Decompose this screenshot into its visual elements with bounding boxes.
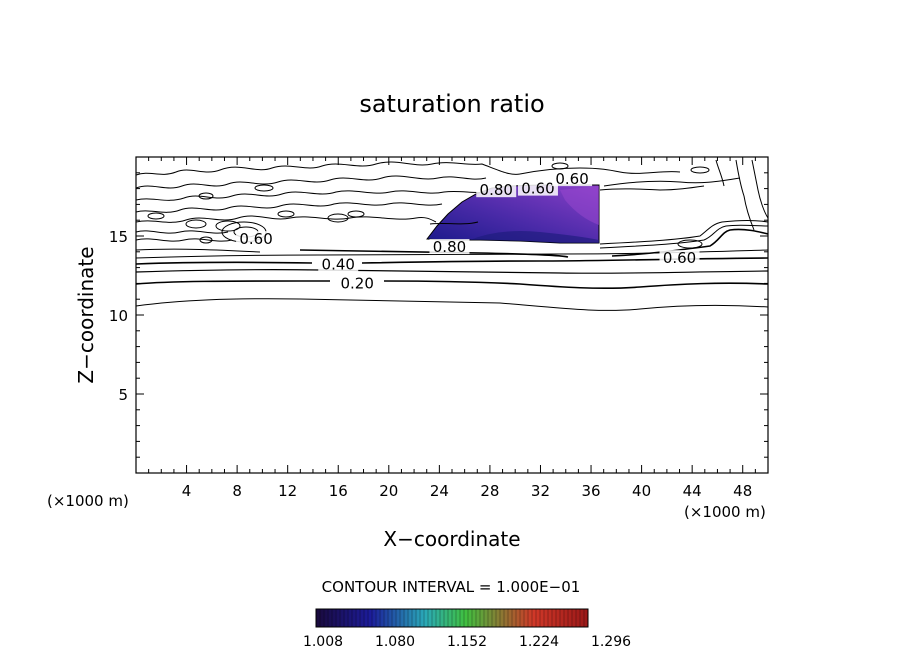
contour-label-bg <box>236 231 277 247</box>
axis-ticks <box>136 157 768 473</box>
x-axis-label: X−coordinate <box>383 527 520 551</box>
colorbar-stripes <box>319 609 585 627</box>
y-tick-label: 15 <box>109 228 128 246</box>
x-tick-label: 28 <box>480 482 499 500</box>
y-unit-label: (×1000 m) <box>47 492 129 510</box>
colorbar-label: 1.080 <box>375 634 415 650</box>
contour-labels: 0.200.40 0.600.60 0.800.80 0.600.60 <box>236 170 700 292</box>
x-tick-label: 4 <box>182 482 192 500</box>
x-tick-label: 20 <box>379 482 398 500</box>
x-tick-label: 24 <box>430 482 449 500</box>
contour-interval-text: CONTOUR INTERVAL = 1.000E−01 <box>322 578 581 596</box>
x-tick-label: 44 <box>683 482 702 500</box>
contour-label-bg <box>337 275 378 291</box>
colorbar-label: 1.008 <box>303 634 343 650</box>
contour-label-bg <box>429 239 470 255</box>
x-tick-label: 36 <box>581 482 600 500</box>
plot-frame <box>135 156 769 474</box>
colorbar-labels: 1.008 1.080 1.152 1.224 1.296 <box>303 634 631 650</box>
contour-label: 0.60 <box>555 170 588 188</box>
contour-label-bg <box>659 250 700 266</box>
x-tick-label: 48 <box>733 482 752 500</box>
x-tick-label: 40 <box>632 482 651 500</box>
plot-area <box>136 159 768 311</box>
x-tick-label: 16 <box>329 482 348 500</box>
y-tick-label: 10 <box>109 307 128 325</box>
x-tick-label: 12 <box>278 482 297 500</box>
chart-title: saturation ratio <box>359 90 544 118</box>
y-axis-label: Z−coordinate <box>74 246 98 383</box>
contour-label-bg <box>552 171 593 187</box>
contour-label-bg <box>476 182 517 198</box>
contour-label: 0.60 <box>663 249 696 267</box>
y-tick-labels: 5 10 15 <box>109 228 128 404</box>
x-tick-label: 32 <box>531 482 550 500</box>
contour-label: 0.80 <box>480 181 513 199</box>
contour-line-0.20 <box>136 280 768 290</box>
contour-label: 0.20 <box>340 274 373 292</box>
contour-label: 0.80 <box>433 238 466 256</box>
colorbar <box>315 608 589 628</box>
contour-label: 0.60 <box>521 180 554 198</box>
x-tick-label: 8 <box>232 482 242 500</box>
x-tick-labels: 4 8 12 16 20 24 28 32 36 40 44 48 <box>182 482 752 500</box>
contour-label-bg <box>517 180 558 196</box>
y-tick-label: 5 <box>118 386 128 404</box>
contour-label: 0.40 <box>322 255 355 273</box>
colorbar-label: 1.152 <box>447 634 487 650</box>
contour-line-0.10 <box>136 298 768 311</box>
x-unit-label: (×1000 m) <box>684 503 766 521</box>
colorbar-label: 1.224 <box>519 634 559 650</box>
contour-line-0.30 <box>136 269 768 274</box>
contour-label: 0.60 <box>239 230 272 248</box>
colorbar-label: 1.296 <box>591 634 631 650</box>
contour-label-bg <box>318 256 359 272</box>
